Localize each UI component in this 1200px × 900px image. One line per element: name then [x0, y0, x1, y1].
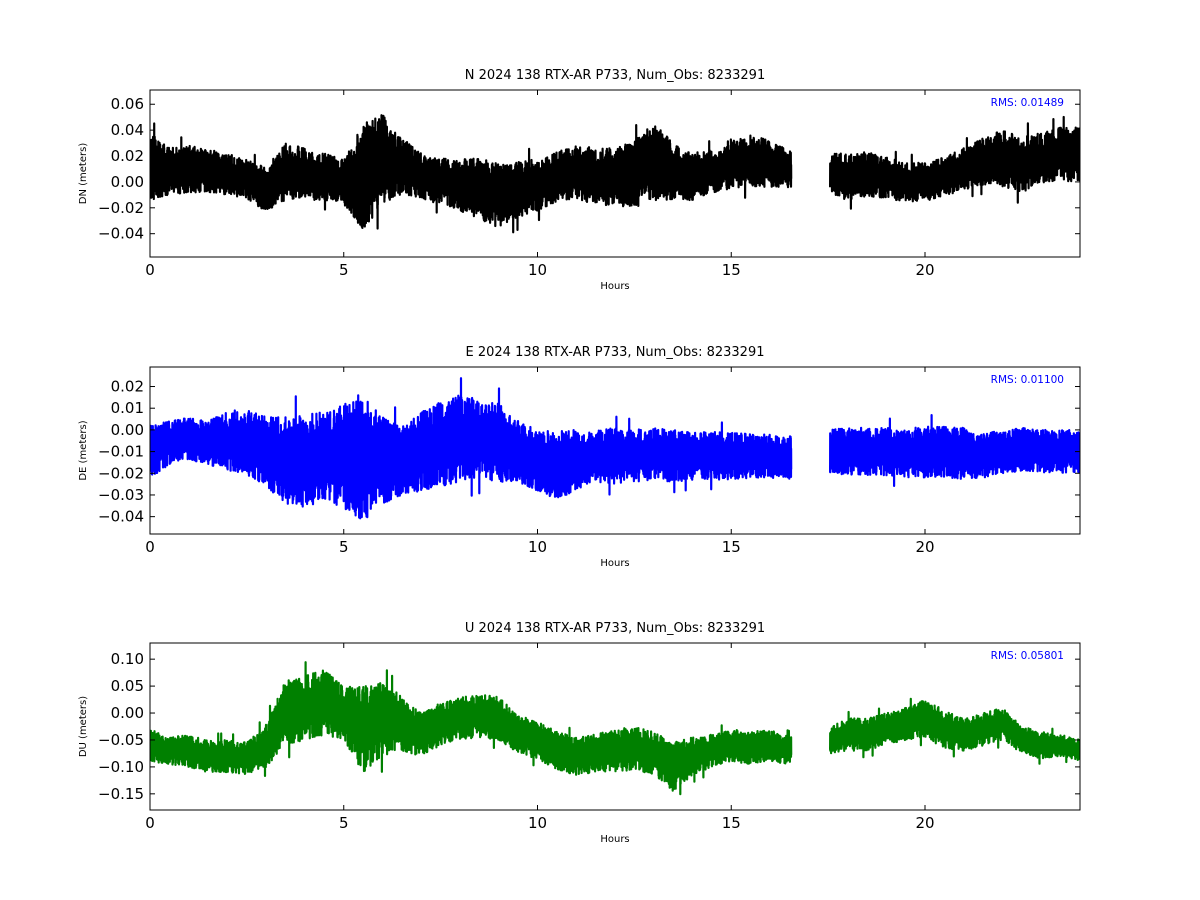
x-tick-label: 15 — [722, 814, 741, 832]
x-tick-label: 5 — [339, 814, 349, 832]
chart-title: N 2024 138 RTX-AR P733, Num_Obs: 8233291 — [465, 68, 765, 83]
panel-east: E 2024 138 RTX-AR P733, Num_Obs: 8233291… — [78, 345, 1081, 569]
y-axis-label: DE (meters) — [78, 420, 89, 480]
series-line-segment-2 — [829, 115, 1080, 210]
series-group — [150, 114, 1080, 234]
x-axis-label: Hours — [600, 834, 629, 845]
rms-annotation: RMS: 0.01489 — [991, 97, 1064, 109]
series-line-segment-1 — [150, 114, 793, 234]
x-axis-label: Hours — [600, 281, 629, 292]
y-tick-label: −0.04 — [98, 508, 144, 526]
x-tick-label: 0 — [145, 261, 155, 279]
series-line-segment-1 — [150, 377, 793, 520]
y-tick-label: −0.03 — [98, 486, 144, 504]
y-tick-label: 0.00 — [111, 421, 144, 439]
series-group — [150, 377, 1080, 520]
y-tick-label: −0.02 — [98, 199, 144, 217]
y-tick-label: −0.01 — [98, 443, 144, 461]
y-tick-label: 0.02 — [111, 147, 144, 165]
axes-frame — [149, 366, 1081, 535]
x-tick-label: 20 — [915, 814, 934, 832]
y-tick-label: −0.15 — [98, 785, 144, 803]
y-tick-label: 0.05 — [111, 677, 144, 695]
y-tick-label: 0.01 — [111, 399, 144, 417]
series-line-segment-1 — [150, 661, 793, 796]
x-axis-label: Hours — [600, 558, 629, 569]
y-tick-label: 0.02 — [111, 378, 144, 396]
rms-annotation: RMS: 0.01100 — [991, 374, 1064, 386]
chart-title: U 2024 138 RTX-AR P733, Num_Obs: 8233291 — [465, 621, 765, 636]
y-tick-label: −0.10 — [98, 758, 144, 776]
y-tick-label: 0.00 — [111, 173, 144, 191]
series-line-segment-2 — [829, 697, 1080, 765]
x-tick-label: 20 — [915, 538, 934, 556]
axes-frame — [149, 642, 1081, 811]
y-tick-label: −0.02 — [98, 464, 144, 482]
x-tick-label: 20 — [915, 261, 934, 279]
y-axis-label: DN (meters) — [78, 143, 89, 205]
x-tick-label: 10 — [528, 538, 547, 556]
y-tick-label: 0.04 — [111, 121, 144, 139]
axes-frame — [149, 89, 1081, 258]
chart-title: E 2024 138 RTX-AR P733, Num_Obs: 8233291 — [466, 345, 765, 360]
x-tick-label: 15 — [722, 261, 741, 279]
x-tick-label: 5 — [339, 261, 349, 279]
x-tick-label: 10 — [528, 261, 547, 279]
x-tick-label: 0 — [145, 814, 155, 832]
y-tick-label: −0.05 — [98, 731, 144, 749]
series-line-segment-2 — [829, 414, 1080, 487]
y-tick-label: 0.10 — [111, 650, 144, 668]
y-tick-label: 0.06 — [111, 95, 144, 113]
x-tick-label: 15 — [722, 538, 741, 556]
panel-north: N 2024 138 RTX-AR P733, Num_Obs: 8233291… — [78, 68, 1081, 292]
y-axis-label: DU (meters) — [78, 696, 89, 757]
y-tick-label: 0.00 — [111, 704, 144, 722]
x-tick-label: 5 — [339, 538, 349, 556]
panel-up: U 2024 138 RTX-AR P733, Num_Obs: 8233291… — [78, 621, 1081, 845]
x-tick-label: 0 — [145, 538, 155, 556]
series-group — [150, 661, 1080, 796]
y-tick-label: −0.04 — [98, 225, 144, 243]
rms-annotation: RMS: 0.05801 — [991, 650, 1064, 662]
x-tick-label: 10 — [528, 814, 547, 832]
